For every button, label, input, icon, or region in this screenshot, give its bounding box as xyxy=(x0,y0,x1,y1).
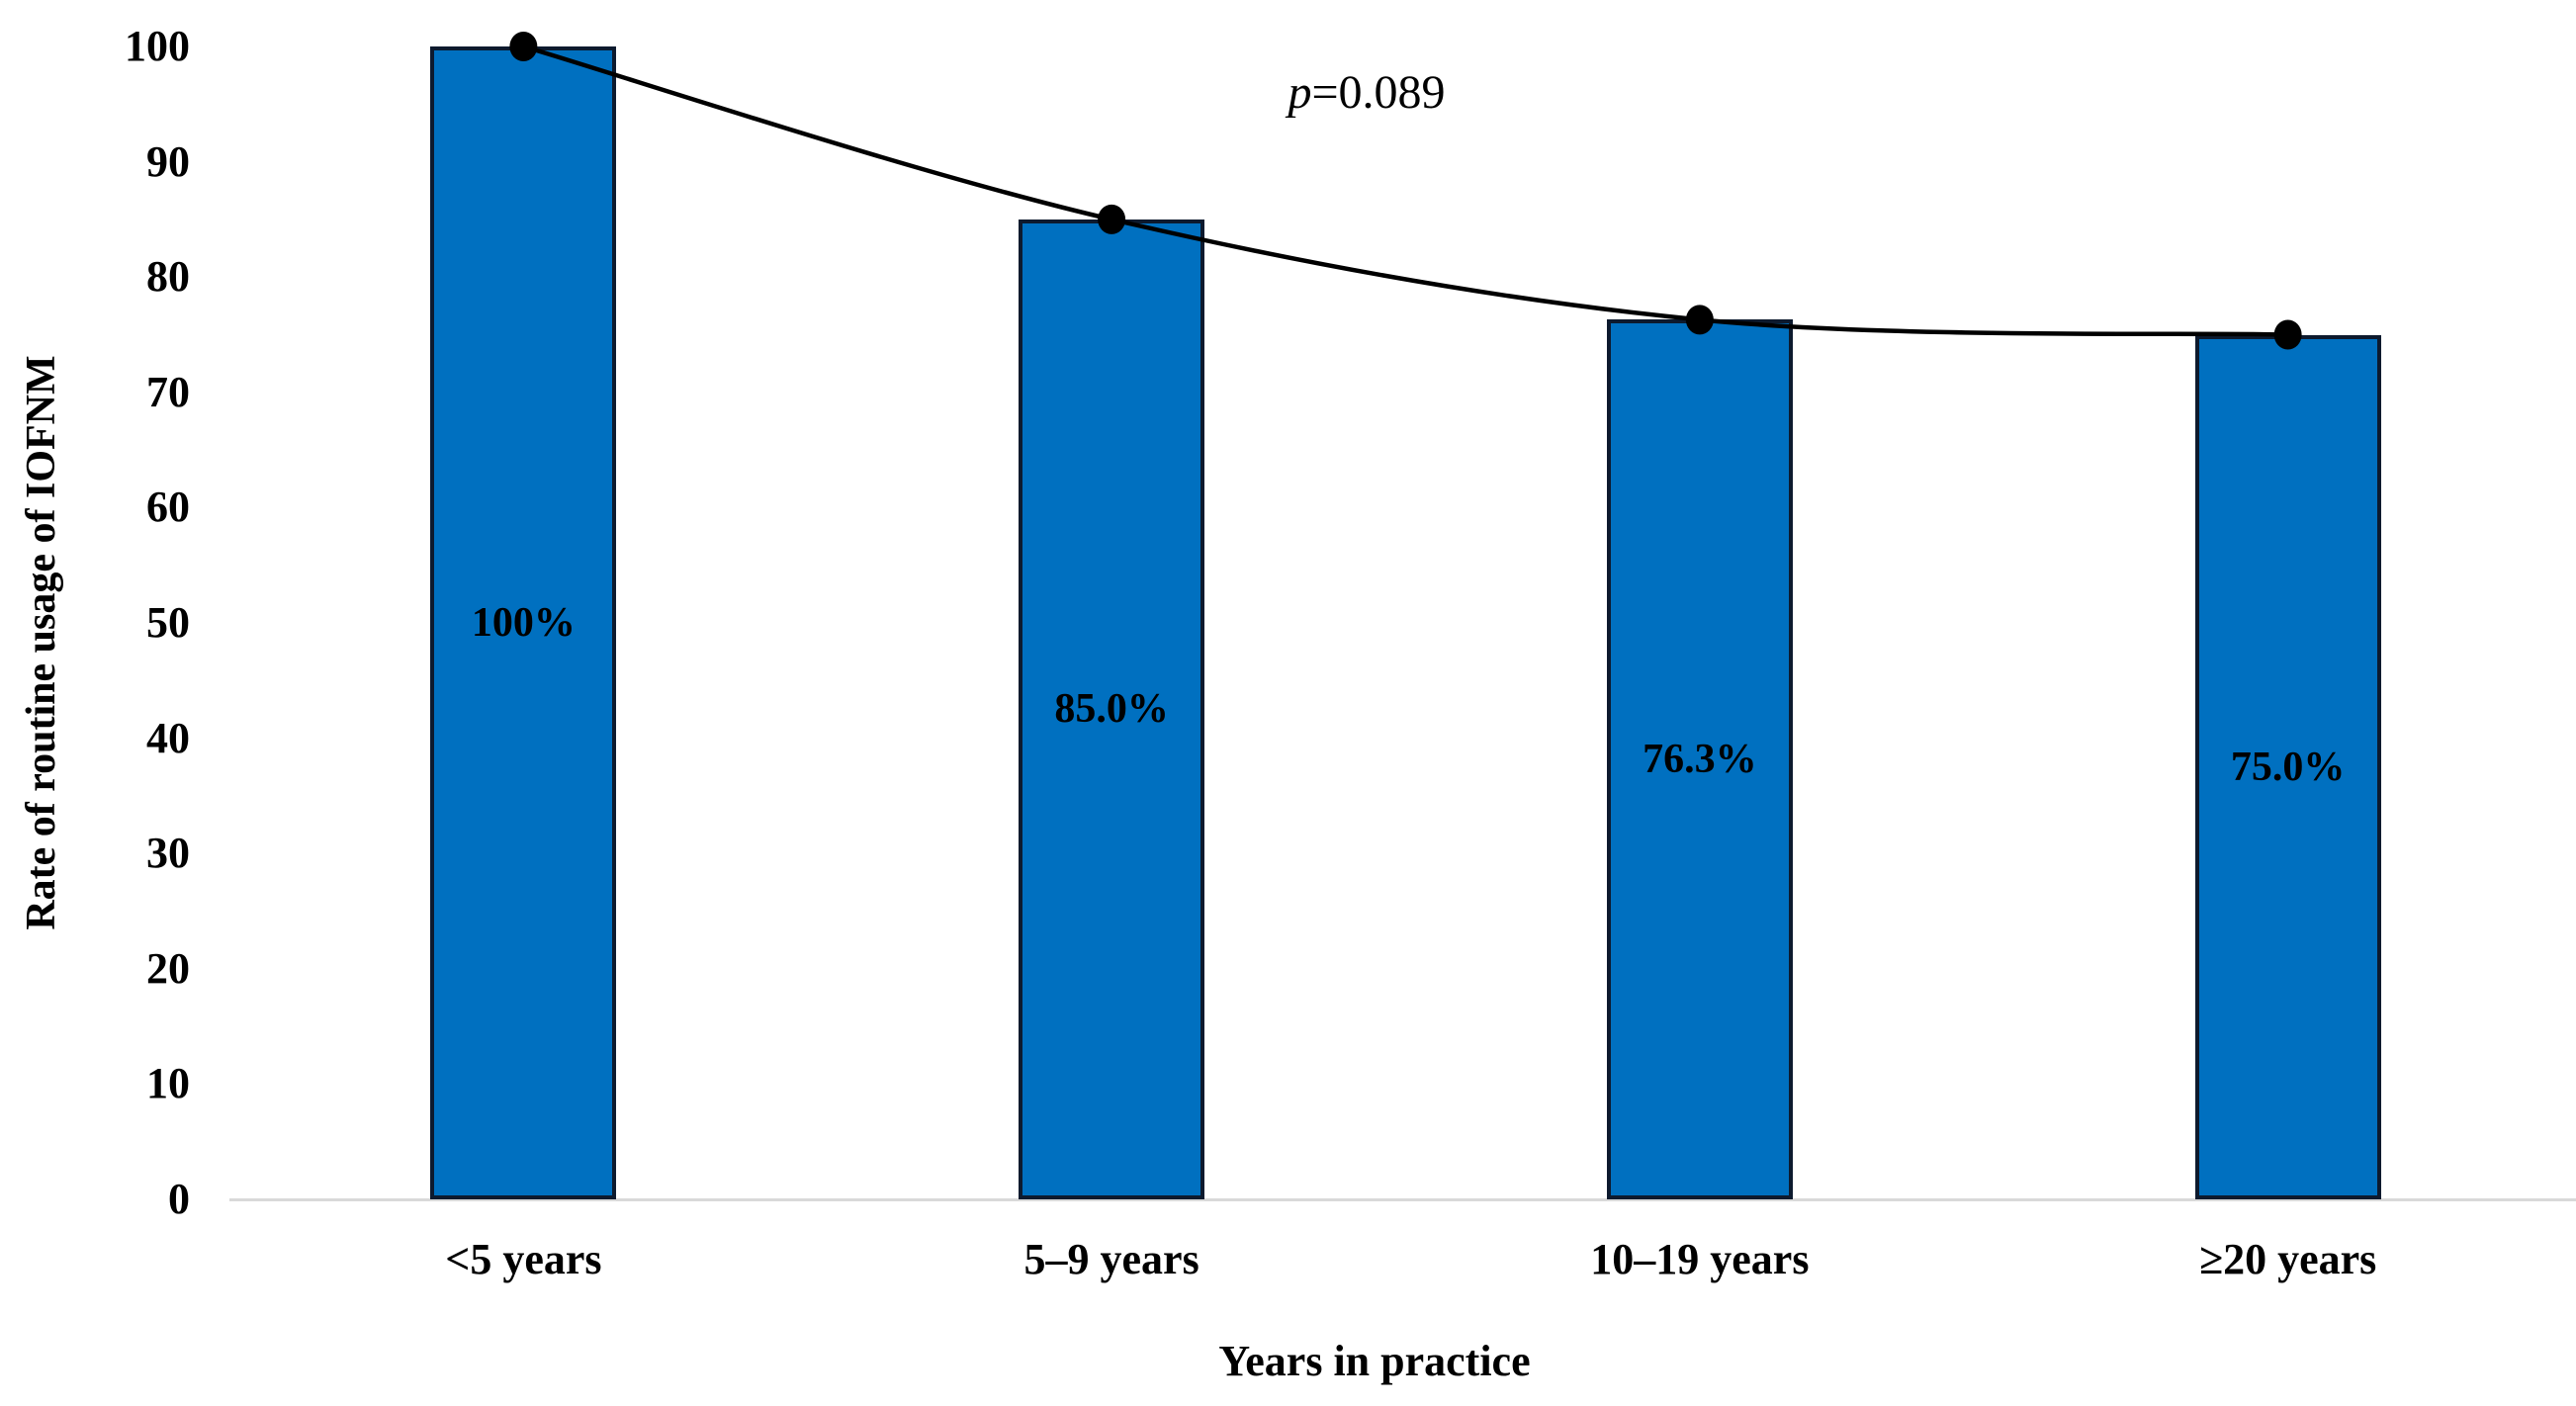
x-tick-label: <5 years xyxy=(445,1235,602,1283)
bar-value-label: 100% xyxy=(471,600,576,646)
y-tick-label: 80 xyxy=(146,252,190,302)
y-tick-label: 40 xyxy=(146,713,190,762)
bar-value-label: 85.0% xyxy=(1054,686,1169,733)
x-axis-title: Years in practice xyxy=(1218,1337,1531,1385)
y-tick-label: 90 xyxy=(146,136,190,186)
y-tick-label: 70 xyxy=(146,367,190,416)
bar xyxy=(1606,319,1793,1199)
y-axis-title: Rate of routine usage of IOFNM xyxy=(19,355,64,930)
p-value-annotation: p=0.089 xyxy=(1288,69,1445,117)
bar-value-label: 75.0% xyxy=(2230,744,2346,790)
y-tick-label: 10 xyxy=(146,1059,190,1108)
bar xyxy=(1019,219,1205,1199)
y-tick-label: 0 xyxy=(168,1175,190,1223)
x-tick-label: ≥20 years xyxy=(2198,1235,2377,1283)
x-tick-label: 5–9 years xyxy=(1023,1235,1199,1283)
bar xyxy=(2194,334,2381,1199)
x-axis-line xyxy=(229,1198,2576,1201)
y-tick-label: 50 xyxy=(146,598,190,647)
y-tick-label: 60 xyxy=(146,483,190,532)
y-tick-label: 100 xyxy=(125,22,190,70)
x-tick-label: 10–19 years xyxy=(1590,1235,1810,1283)
bar-value-label: 76.3% xyxy=(1643,737,1757,783)
y-tick-label: 20 xyxy=(146,943,190,993)
y-tick-label: 30 xyxy=(146,829,190,878)
p-value-text: =0.089 xyxy=(1311,66,1446,119)
p-symbol: p xyxy=(1288,66,1312,119)
